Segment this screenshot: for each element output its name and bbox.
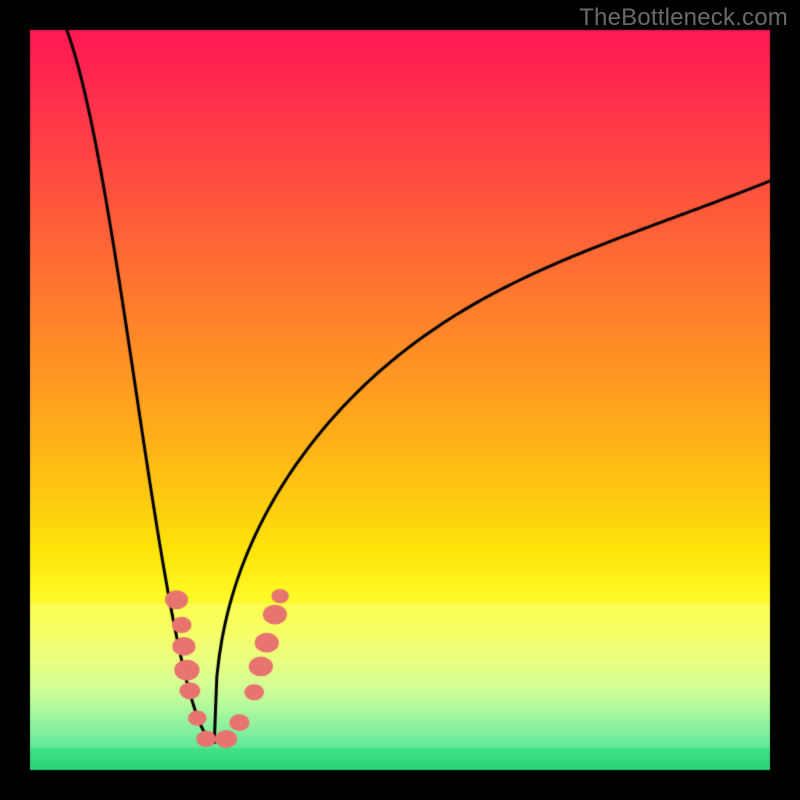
- bottleneck-chart-canvas: [0, 0, 800, 800]
- watermark-label: TheBottleneck.com: [579, 4, 788, 32]
- stage: TheBottleneck.com: [0, 0, 800, 800]
